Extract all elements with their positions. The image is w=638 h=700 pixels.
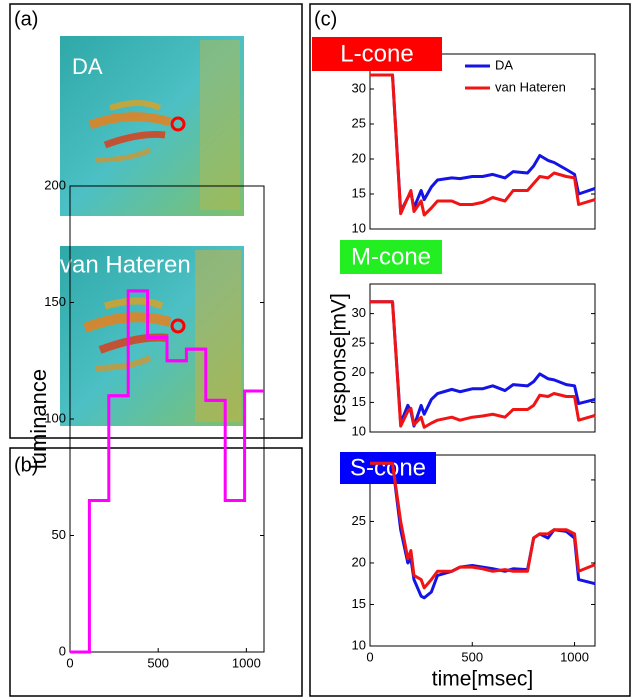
y-tick-label: 100	[44, 410, 66, 425]
x-tick-label: 1000	[560, 649, 589, 664]
y-axis-label: luminance	[26, 369, 51, 469]
y-tick-label: 15	[352, 394, 366, 409]
y-tick-label: 15	[352, 596, 366, 611]
y-axis-label: response[mV]	[328, 293, 351, 423]
plot-frame	[369, 283, 596, 433]
plot-frame	[369, 53, 596, 230]
series-line	[370, 73, 596, 217]
plot-frame	[369, 454, 596, 647]
image-label: DA	[72, 54, 103, 79]
x-tick-label: 0	[366, 649, 373, 664]
panel-b-frame	[9, 447, 303, 697]
chart-title: L-cone	[340, 40, 413, 67]
heatmap-image	[60, 246, 244, 426]
legend-label: DA	[495, 57, 513, 72]
series-line	[370, 73, 596, 213]
panel-label: (a)	[14, 8, 38, 30]
y-tick-label: 30	[352, 305, 366, 320]
panel-c-frame	[309, 3, 631, 697]
y-tick-label: 20	[352, 554, 366, 569]
step-connector	[70, 289, 264, 654]
x-tick-label: 1000	[232, 655, 261, 670]
chart-title: M-cone	[351, 243, 431, 270]
series-line	[370, 300, 596, 429]
y-tick-label: 15	[352, 185, 366, 200]
panel-a-frame	[9, 3, 303, 439]
y-tick-label: 10	[352, 637, 366, 652]
y-tick-label: 10	[352, 423, 366, 438]
series-line	[370, 300, 596, 428]
x-tick-label: 0	[66, 655, 73, 670]
y-tick-label: 10	[352, 220, 366, 235]
title-background	[312, 37, 442, 71]
x-tick-label: 500	[461, 649, 483, 664]
image-label: van Hateren	[60, 251, 191, 278]
y-tick-label: 30	[352, 80, 366, 95]
panel-label: (c)	[314, 8, 337, 30]
y-tick-label: 20	[352, 364, 366, 379]
title-background	[340, 240, 442, 274]
y-tick-label: 0	[59, 643, 66, 658]
title-background	[340, 452, 436, 484]
y-tick-label: 20	[352, 150, 366, 165]
x-axis-label: time[msec]	[432, 668, 534, 691]
panel-label: (b)	[14, 454, 38, 476]
y-tick-label: 50	[52, 527, 66, 542]
y-tick-label: 25	[352, 335, 366, 350]
y-tick-label: 25	[352, 115, 366, 130]
series-line	[370, 461, 596, 590]
legend-label: van Hateren	[495, 79, 566, 94]
y-tick-label: 150	[44, 294, 66, 309]
chart-title: S-cone	[350, 454, 426, 481]
x-tick-label: 500	[147, 655, 169, 670]
y-tick-label: 25	[352, 513, 366, 528]
y-tick-label: 200	[44, 177, 66, 192]
